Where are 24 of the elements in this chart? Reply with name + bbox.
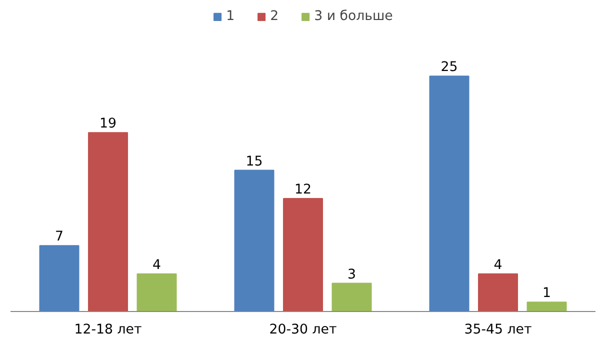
- x-tick-label: 12-18 лет: [74, 322, 142, 338]
- data-label: 7: [55, 230, 64, 245]
- data-label: 1: [542, 286, 551, 302]
- data-label: 19: [100, 116, 116, 132]
- bar: [39, 245, 80, 312]
- data-label: 12: [294, 182, 312, 198]
- legend-label: 1: [226, 9, 236, 24]
- bar: [136, 273, 177, 312]
- bar: [234, 170, 274, 312]
- bar: [283, 198, 323, 312]
- x-tick-label: 35-45 лет: [464, 322, 532, 338]
- data-label: 4: [494, 258, 502, 273]
- data-label: 15: [246, 154, 263, 170]
- bar: [332, 282, 372, 312]
- data-label: 25: [440, 60, 458, 76]
- data-label: 3: [348, 267, 356, 282]
- bar: [429, 76, 470, 312]
- legend-label: 2: [270, 9, 280, 24]
- x-tick-label: 20-30 лет: [269, 322, 337, 338]
- legend-label: 3 и больше: [314, 9, 393, 24]
- data-label: 4: [152, 258, 161, 273]
- bar: [478, 273, 518, 312]
- bar: [88, 132, 128, 312]
- bar: [526, 302, 567, 312]
